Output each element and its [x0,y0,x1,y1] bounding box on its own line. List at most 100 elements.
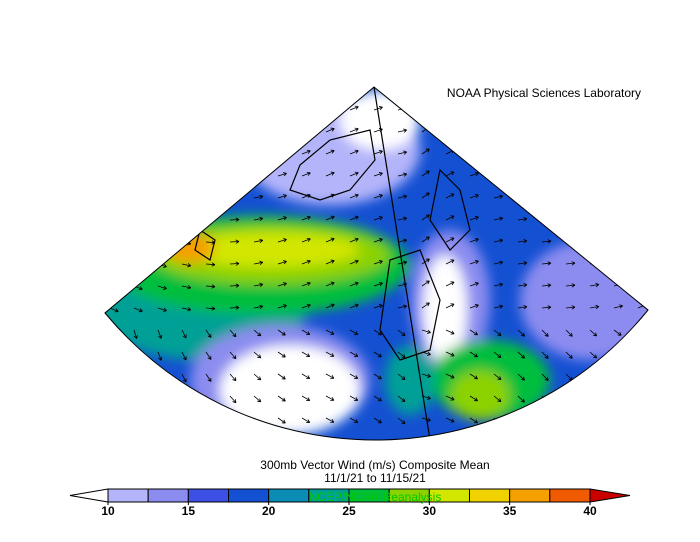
wind-arrow [325,351,335,357]
wind-arrow [613,304,623,309]
wind-arrow [133,307,143,313]
wind-arrow [133,395,138,405]
wind-arrow [229,151,240,156]
wind-arrow [421,148,430,155]
wind-arrow [565,217,576,222]
colorbar-over [589,488,631,503]
wind-arrow [301,127,311,133]
wind-arrow [517,329,525,337]
caption-source: NCEP/NCAR Reanalysis [309,490,442,504]
wind-arrow [637,281,647,287]
colorbar-box [147,488,189,503]
colorbar-box [268,488,310,503]
colorbar-box [107,488,149,503]
wind-arrow [109,417,114,427]
wind-arrow [445,329,455,335]
wind-arrow [253,194,264,199]
wind-arrow [373,150,383,155]
wind-arrow [565,195,576,200]
wind-arrow [253,172,264,177]
wind-arrow [253,282,264,287]
wind-arrow [253,106,264,111]
wind-arrow [613,194,623,199]
wind-arrow [469,373,478,380]
wind-arrow [205,130,216,135]
wind-arrow [277,351,286,358]
wind-arrow [301,329,311,335]
wind-arrow [637,127,647,133]
wind-arrow [181,417,187,427]
wind-arrow [637,193,647,199]
wind-arrow [541,239,552,244]
wind-arrow [493,128,504,133]
wind-arrow [517,261,528,266]
wind-arrow [421,104,430,111]
wind-arrow [301,373,311,379]
wind-arrow [301,149,311,155]
wind-arrow [469,395,478,402]
credit: NOAA Physical Sciences Laboratory [447,86,641,100]
colorbar-box [509,488,551,503]
caption-dates: 11/1/21 to 11/15/21 [324,471,426,485]
wind-arrow [565,173,576,178]
colorbar-box [549,488,591,503]
wind-arrow [205,329,212,338]
wind-arrow [421,170,430,177]
wind-arrow [517,195,528,200]
wind-arrow [613,373,622,380]
wind-arrow [349,149,359,155]
wind-arrow [397,395,406,403]
wind-arrow [229,107,240,112]
wind-arrow [109,109,119,115]
wind-arrow [133,417,138,427]
wind-arrow [109,197,119,203]
wind-arrow [205,373,212,382]
wind-arrow [277,172,287,177]
wind-arrow [637,215,647,221]
wind-arrow [325,237,335,243]
wind-arrow [229,173,240,178]
wind-arrow [109,329,114,339]
wind-arrow [277,417,286,424]
wind-arrow [133,131,143,137]
wind-arrow [493,304,504,309]
colorbar-tick-label: 10 [101,504,115,518]
wind-arrow [277,282,287,287]
wind-arrow [109,241,119,247]
wind-arrow [613,395,622,402]
wind-arrow [373,260,383,265]
colorbar-box [228,488,270,503]
wind-arrow [253,128,264,133]
wind-arrow [421,302,430,309]
wind-arrow [253,238,264,243]
wind-arrow [301,237,311,243]
wind-arrow [637,105,647,111]
wind-arrow [157,197,167,202]
wind-arrow [181,219,192,224]
wind-arrow [349,215,359,221]
wind-arrow [325,127,335,133]
wind-arrow [133,373,138,383]
colorbar-box [187,488,229,503]
wind-arrow [493,172,504,177]
wind-arrow [445,281,455,287]
wind-arrow [397,417,406,425]
wind-arrow [157,307,167,312]
wind-arrow [589,106,600,112]
wind-arrow [229,417,237,426]
wind-arrow [469,329,478,336]
wind-arrow [445,259,455,265]
wind-arrow [517,351,525,359]
wind-arrow [637,149,647,155]
wind-arrow [589,194,600,200]
wind-arrow [181,329,187,339]
wind-arrow [589,150,600,156]
wind-arrow [181,109,192,114]
wind-arrow [589,304,600,310]
wind-arrow [373,373,382,380]
wind-arrow [325,105,335,111]
wind-arrow [277,395,286,402]
wind-arrow [541,195,552,200]
wind-arrow [469,281,479,287]
wind-arrow [445,105,455,111]
